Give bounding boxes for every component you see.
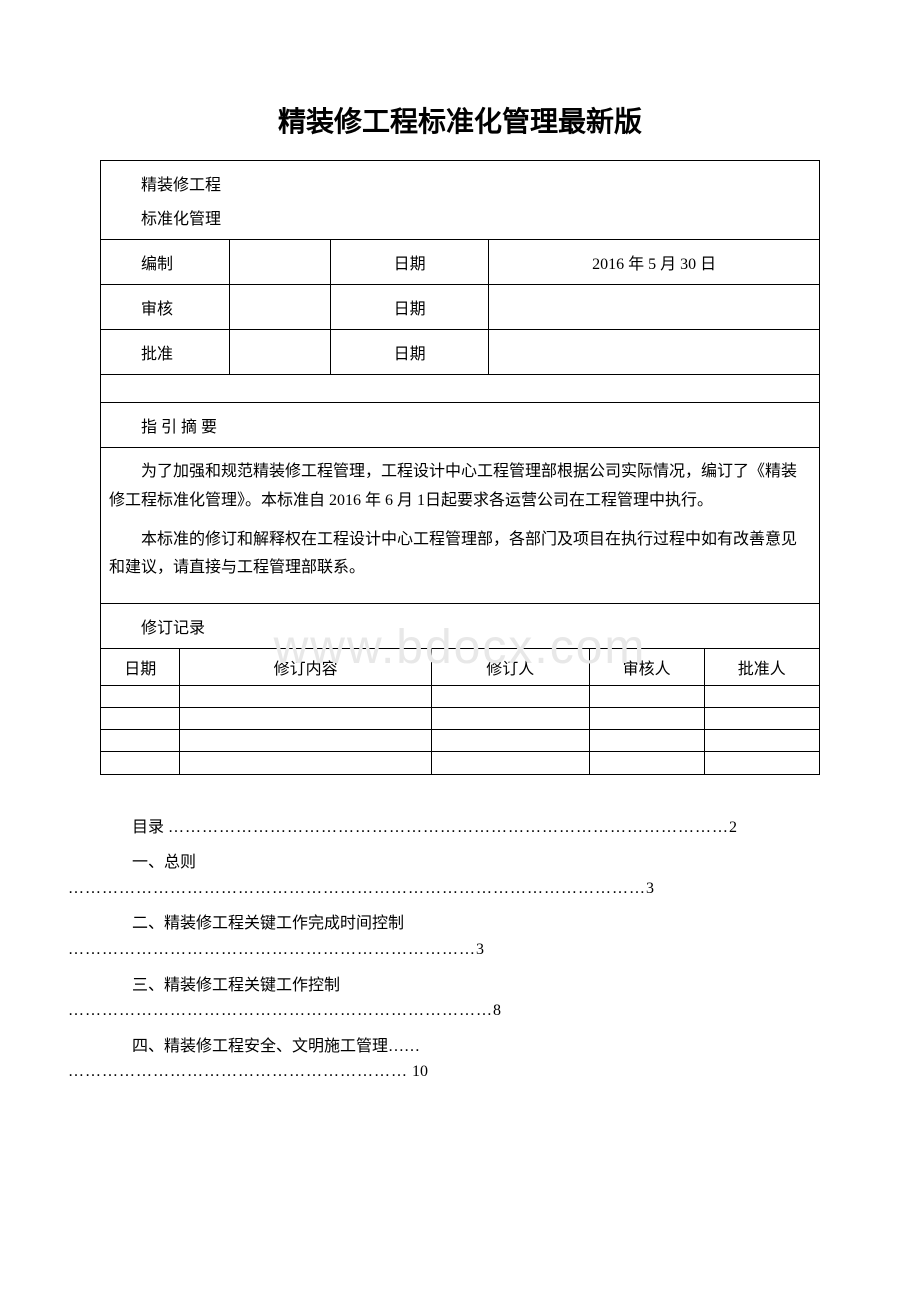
rev-empty (180, 730, 431, 752)
meta-date-label: 日期 (331, 240, 489, 285)
revision-empty-row (101, 752, 819, 774)
header-row: 精装修工程 标准化管理 (101, 161, 820, 240)
header-cell: 精装修工程 标准化管理 (101, 161, 820, 240)
toc-dots: ………………………………………………………………… (68, 998, 493, 1024)
rev-empty (589, 708, 704, 730)
rev-empty (180, 752, 431, 774)
rev-empty (101, 708, 180, 730)
meta-date-value (489, 330, 820, 375)
rev-empty (589, 730, 704, 752)
toc-page: 2 (729, 819, 737, 836)
rev-empty (431, 730, 589, 752)
meta-blank (230, 330, 331, 375)
meta-label: 审核 (101, 285, 230, 330)
revision-inner-wrapper: 日期 修订内容 修订人 审核人 批准人 (101, 649, 820, 775)
rev-col-approver: 批准人 (704, 649, 819, 686)
meta-row-0: 编制 日期 2016 年 5 月 30 日 (101, 240, 820, 285)
rev-empty (431, 686, 589, 708)
toc-page: 3 (646, 880, 654, 897)
rev-empty (704, 708, 819, 730)
rev-empty (101, 730, 180, 752)
revision-header: 修订记录 (101, 604, 820, 649)
summary-content: 为了加强和规范精装修工程管理，工程设计中心工程管理部根据公司实际情况，编订了《精… (101, 448, 820, 604)
rev-col-content: 修订内容 (180, 649, 431, 686)
toc-dots: ……………………………………………………………… (68, 937, 476, 963)
rev-empty (101, 752, 180, 774)
revision-head-row: 日期 修订内容 修订人 审核人 批准人 (101, 649, 819, 686)
toc-line-4: 三、精装修工程关键工作控制 …………………………………………………………………8 (100, 973, 820, 1024)
revision-inner-table: 日期 修订内容 修订人 审核人 批准人 (101, 649, 819, 774)
rev-empty (101, 686, 180, 708)
document-title: 精装修工程标准化管理最新版 (100, 100, 820, 140)
revision-columns-row: 日期 修订内容 修订人 审核人 批准人 (101, 649, 820, 775)
summary-para-2: 本标准的修订和解释权在工程设计中心工程管理部，各部门及项目在执行过程中如有改善意… (109, 526, 811, 584)
toc-page: 3 (476, 941, 484, 958)
meta-date-value (489, 285, 820, 330)
table-of-contents: 目录 ………………………………………………………………………………………2 一、… (100, 815, 820, 1085)
header-line1: 精装修工程 (109, 171, 811, 195)
meta-date-label: 日期 (331, 330, 489, 375)
rev-empty (431, 708, 589, 730)
toc-label: 四、精装修工程安全、文明施工管理…… (132, 1038, 420, 1055)
main-document-table: 精装修工程 标准化管理 编制 日期 2016 年 5 月 30 日 审核 日期 … (100, 160, 820, 775)
rev-col-reviewer: 审核人 (589, 649, 704, 686)
toc-page: 8 (493, 1002, 501, 1019)
toc-line-2: 一、总则 …………………………………………………………………………………………3 (100, 850, 820, 901)
rev-empty (704, 752, 819, 774)
meta-date-label: 日期 (331, 285, 489, 330)
rev-col-date: 日期 (101, 649, 180, 686)
toc-line-1: 目录 ………………………………………………………………………………………2 (100, 815, 820, 841)
summary-header-row: 指 引 摘 要 (101, 403, 820, 448)
meta-blank (230, 240, 331, 285)
toc-label: 三、精装修工程关键工作控制 (132, 977, 340, 994)
toc-line-3: 二、精装修工程关键工作完成时间控制 …………………………………………………………… (100, 911, 820, 962)
meta-date-value: 2016 年 5 月 30 日 (489, 240, 820, 285)
toc-label: 目录 (132, 819, 164, 836)
rev-empty (704, 730, 819, 752)
summary-header: 指 引 摘 要 (101, 403, 820, 448)
revision-header-row: 修订记录 (101, 604, 820, 649)
toc-label: 二、精装修工程关键工作完成时间控制 (132, 915, 404, 932)
toc-line-5: 四、精装修工程安全、文明施工管理…… …………………………………………………… … (100, 1034, 820, 1085)
meta-row-1: 审核 日期 (101, 285, 820, 330)
toc-dots: …………………………………………………… (68, 1059, 408, 1085)
header-line2: 标准化管理 (109, 205, 811, 229)
spacer-cell (101, 375, 820, 403)
rev-empty (180, 686, 431, 708)
revision-empty-row (101, 686, 819, 708)
rev-empty (589, 752, 704, 774)
rev-empty (431, 752, 589, 774)
meta-label: 编制 (101, 240, 230, 285)
rev-empty (180, 708, 431, 730)
summary-para-1: 为了加强和规范精装修工程管理，工程设计中心工程管理部根据公司实际情况，编订了《精… (109, 458, 811, 516)
meta-label: 批准 (101, 330, 230, 375)
revision-empty-row (101, 708, 819, 730)
toc-dots: ……………………………………………………………………………………… (168, 819, 729, 836)
toc-label: 一、总则 (132, 854, 196, 871)
meta-row-2: 批准 日期 (101, 330, 820, 375)
summary-content-row: 为了加强和规范精装修工程管理，工程设计中心工程管理部根据公司实际情况，编订了《精… (101, 448, 820, 604)
rev-empty (589, 686, 704, 708)
meta-blank (230, 285, 331, 330)
toc-dots: ………………………………………………………………………………………… (68, 876, 646, 902)
rev-empty (704, 686, 819, 708)
spacer-row (101, 375, 820, 403)
rev-col-reviser: 修订人 (431, 649, 589, 686)
revision-empty-row (101, 730, 819, 752)
toc-page: 10 (412, 1063, 428, 1080)
